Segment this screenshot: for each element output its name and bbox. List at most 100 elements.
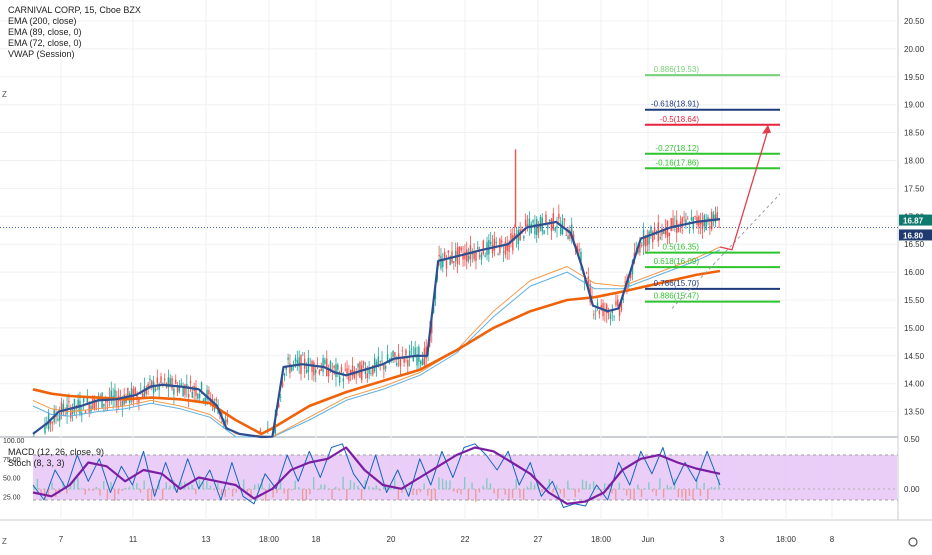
candle-body bbox=[475, 251, 477, 262]
candle-body bbox=[396, 363, 398, 366]
candle-body bbox=[379, 361, 381, 362]
macd-bar bbox=[136, 483, 138, 490]
candle-body bbox=[637, 249, 639, 253]
macd-bar bbox=[655, 489, 657, 496]
macd-bar bbox=[73, 480, 75, 490]
macd-bar bbox=[456, 489, 459, 494]
macd-bar bbox=[217, 482, 219, 490]
candle-body bbox=[547, 225, 549, 229]
chart-title[interactable]: CARNIVAL CORP, 15, Cboe BZX bbox=[8, 5, 141, 15]
macd-bar bbox=[110, 481, 112, 490]
candle-body bbox=[362, 361, 365, 366]
fib-level-label: 0.786(15.70) bbox=[654, 279, 700, 288]
candle-body bbox=[407, 359, 409, 367]
macd-bar bbox=[224, 489, 226, 497]
x-tick-label: 18:00 bbox=[776, 535, 797, 544]
scale-mode-label-top[interactable]: Z bbox=[2, 90, 7, 99]
candle-body bbox=[401, 350, 404, 352]
candle-body bbox=[114, 389, 116, 399]
candle-body bbox=[652, 231, 654, 243]
macd-bar bbox=[268, 483, 271, 490]
macd-bar bbox=[397, 489, 400, 500]
candle-body bbox=[694, 215, 696, 217]
macd-bar bbox=[570, 488, 573, 490]
candle-body bbox=[624, 281, 626, 283]
candle-body bbox=[187, 394, 190, 398]
candle-body bbox=[629, 272, 632, 279]
macd-bar bbox=[69, 486, 72, 490]
candle-body bbox=[620, 300, 623, 310]
macd-y-label: 0.50 bbox=[904, 435, 920, 444]
macd-bar bbox=[375, 485, 377, 490]
candle-body bbox=[690, 217, 693, 220]
scale-mode-label-bottom[interactable]: Z bbox=[2, 537, 7, 546]
macd-bar bbox=[452, 489, 455, 492]
fib-level-label: -0.16(17.86) bbox=[655, 158, 699, 167]
macd-bar bbox=[537, 481, 540, 490]
candle-body bbox=[672, 218, 674, 228]
candle-body bbox=[93, 399, 96, 410]
stoch-d-line bbox=[32, 446, 721, 505]
study-ema89[interactable]: EMA (89, close, 0) bbox=[8, 27, 82, 37]
study-vwap[interactable]: VWAP (Session) bbox=[8, 49, 75, 59]
candle-body bbox=[506, 243, 508, 251]
y-tick-label: 14.50 bbox=[904, 352, 925, 361]
macd-bar bbox=[80, 488, 83, 490]
candle-body bbox=[198, 394, 201, 398]
candle-body bbox=[226, 419, 229, 423]
candle-body bbox=[68, 400, 70, 403]
macd-bar bbox=[419, 489, 422, 493]
macd-bar bbox=[651, 489, 654, 492]
candle-body bbox=[606, 304, 608, 314]
candle-body bbox=[197, 393, 199, 399]
fib-level-label: -0.618(18.91) bbox=[651, 100, 699, 109]
candle-body bbox=[659, 237, 661, 239]
candle-body bbox=[349, 370, 352, 374]
y-tick-label: 16.00 bbox=[904, 268, 925, 277]
candle-body bbox=[206, 389, 208, 400]
macd-bar bbox=[235, 489, 238, 493]
candle-body bbox=[403, 358, 405, 363]
y-tick-label: 19.50 bbox=[904, 73, 925, 82]
candle-body bbox=[103, 403, 105, 407]
macd-bar bbox=[320, 484, 322, 490]
stoch-y-label: 75.00 bbox=[3, 457, 21, 464]
macd-bar bbox=[585, 480, 587, 490]
x-tick-label: 18 bbox=[312, 535, 321, 544]
study-stoch[interactable]: Stoch (8, 3, 3) bbox=[8, 458, 65, 468]
study-ema72[interactable]: EMA (72, close, 0) bbox=[8, 38, 82, 48]
candle-body bbox=[416, 354, 418, 366]
candle-body bbox=[399, 359, 402, 367]
macd-bar bbox=[346, 489, 348, 500]
study-macd[interactable]: MACD (12, 26, close, 9) bbox=[8, 447, 105, 457]
current-price-marker bbox=[899, 229, 932, 241]
candle-body bbox=[480, 253, 483, 260]
candle-body bbox=[517, 229, 520, 244]
candle-body bbox=[501, 240, 503, 243]
candle-body bbox=[359, 362, 361, 378]
x-tick-label: 27 bbox=[534, 535, 543, 544]
macd-bar bbox=[589, 483, 591, 490]
macd-bar bbox=[482, 485, 484, 490]
candle-body bbox=[313, 362, 315, 376]
macd-bar bbox=[150, 489, 153, 501]
candle-body bbox=[130, 388, 133, 400]
candle-body bbox=[60, 402, 63, 415]
study-ema200[interactable]: EMA (200, close) bbox=[8, 16, 77, 26]
candle-body bbox=[86, 397, 89, 404]
candle-body bbox=[425, 346, 427, 359]
candle-body bbox=[414, 347, 416, 357]
projection-arrow-line bbox=[719, 129, 769, 251]
macd-bar bbox=[530, 481, 532, 490]
candle-body bbox=[701, 221, 704, 230]
macd-bar bbox=[615, 489, 617, 500]
candle-body bbox=[200, 382, 203, 391]
stoch-y-label: 100.00 bbox=[3, 438, 25, 445]
macd-bar bbox=[596, 488, 598, 490]
candle-body bbox=[440, 255, 442, 269]
macd-bar bbox=[121, 489, 123, 491]
macd-bar bbox=[390, 487, 392, 490]
macd-bar bbox=[180, 482, 182, 490]
